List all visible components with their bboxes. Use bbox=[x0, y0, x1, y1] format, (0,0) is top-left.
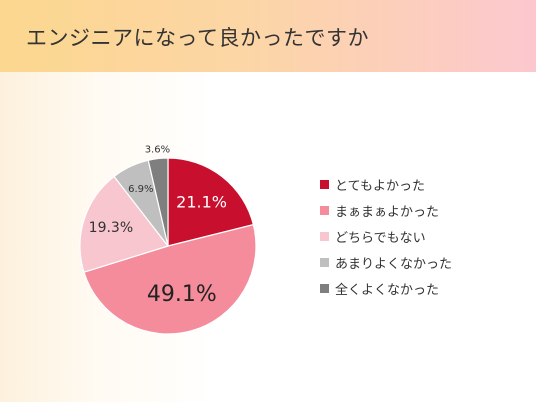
legend-label: とてもよかった bbox=[335, 178, 425, 194]
legend-item: まぁまぁよかった bbox=[320, 197, 452, 223]
legend-item: 全くよくなかった bbox=[320, 275, 452, 301]
pie-slice-全くよくなかった bbox=[147, 157, 169, 247]
legend-label: まぁまぁよかった bbox=[335, 204, 440, 220]
legend-swatch bbox=[320, 283, 329, 293]
data-label-とてもよかった: 21.1% bbox=[176, 192, 227, 211]
legend-swatch bbox=[320, 231, 329, 241]
pie-labels: 21.1% 49.1% 19.3% 6.9% 3.6% bbox=[89, 145, 227, 308]
legend: とてもよかった まぁまぁよかった どちらでもない あまりよくなかった 全くよくな… bbox=[320, 171, 452, 301]
data-label-全くよくなかった: 3.6% bbox=[145, 145, 170, 156]
legend-label: 全くよくなかった bbox=[335, 282, 440, 298]
legend-item: あまりよくなかった bbox=[320, 249, 452, 275]
legend-swatch bbox=[320, 257, 329, 267]
legend-item: どちらでもない bbox=[320, 223, 452, 249]
legend-label: どちらでもない bbox=[335, 230, 426, 246]
legend-item: とてもよかった bbox=[320, 171, 452, 197]
legend-swatch bbox=[320, 205, 329, 215]
legend-swatch bbox=[320, 179, 329, 189]
pie-slices bbox=[79, 157, 257, 335]
page-title: エンジニアになって良かったですか bbox=[26, 26, 369, 50]
data-label-どちらでもない: 19.3% bbox=[89, 220, 133, 236]
pie-slice-まぁまぁよかった bbox=[83, 223, 257, 335]
legend-label: あまりよくなかった bbox=[335, 256, 453, 272]
data-label-まぁまぁよかった: 49.1% bbox=[147, 282, 217, 307]
pie-slice-どちらでもない bbox=[79, 175, 170, 273]
data-label-あまりよくなかった: 6.9% bbox=[128, 184, 153, 195]
pie-slice-とてもよかった bbox=[167, 157, 255, 247]
header-banner: エンジニアになって良かったですか bbox=[0, 0, 536, 72]
